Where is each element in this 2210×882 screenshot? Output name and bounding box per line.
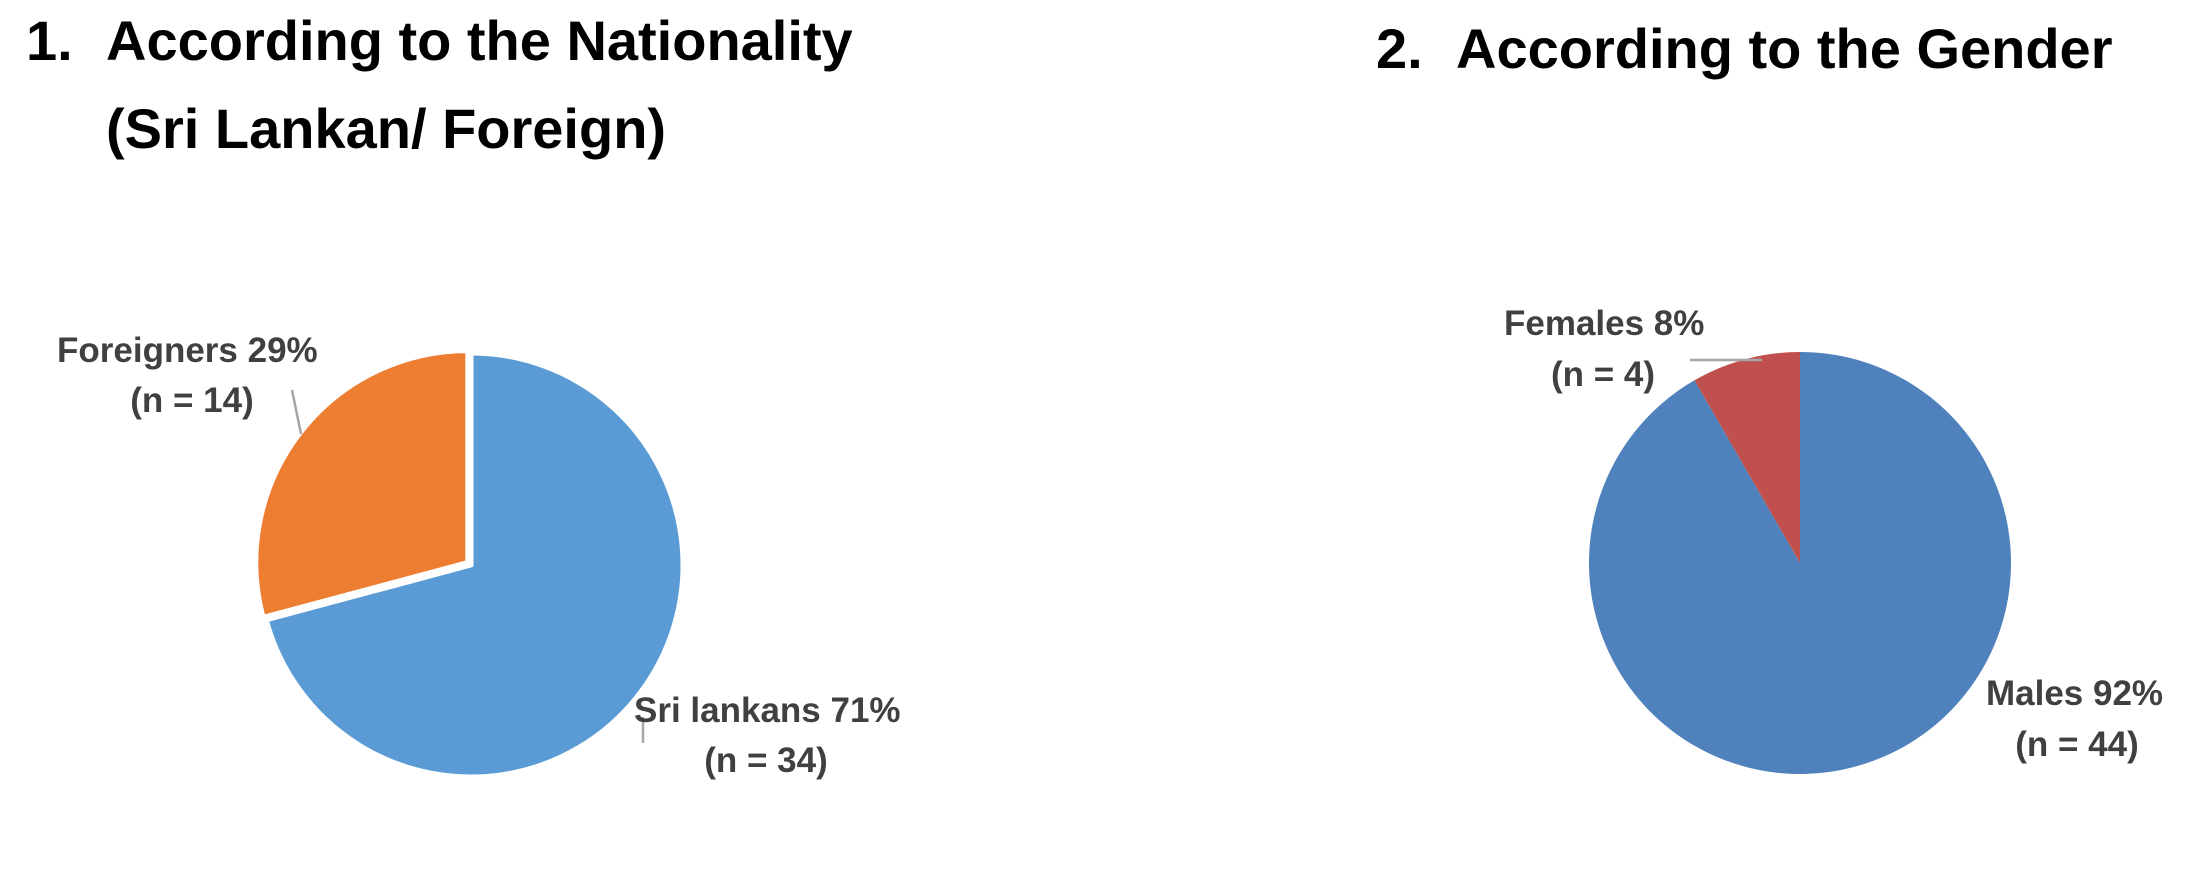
slice-n-females: (n = 4)	[1551, 355, 1655, 394]
slice-label-males: Males 92%	[1986, 674, 2163, 713]
pie-slice-sri-lankans	[263, 350, 686, 780]
slice-label-foreigners: Foreigners 29%	[57, 331, 318, 370]
slice-label-females: Females 8%	[1504, 304, 1704, 343]
heading-gender-number: 2.	[1376, 17, 1423, 80]
heading-nationality-subtext: (Sri Lankan/ Foreign)	[106, 97, 667, 160]
slice-n-foreigners: (n = 14)	[130, 381, 254, 420]
heading-nationality: 1. According to the Nationality (Sri Lank…	[26, 0, 853, 173]
heading-gender: 2. According to the Gender	[1376, 5, 2113, 93]
slice-label-sri-lankans: Sri lankans 71%	[634, 691, 901, 730]
heading-gender-line1: 2. According to the Gender	[1376, 5, 2113, 93]
heading-nationality-line2: (Sri Lankan/ Foreign)	[26, 85, 853, 173]
heading-gender-text: According to the Gender	[1456, 17, 2113, 80]
leader-line-foreigners	[290, 389, 303, 435]
pie-slice-females	[1694, 352, 1800, 563]
heading-nationality-text: According to the Nationality	[106, 9, 853, 72]
heading-nationality-line1: 1. According to the Nationality	[26, 0, 853, 85]
slice-n-sri-lankans: (n = 34)	[704, 741, 828, 780]
slice-n-males: (n = 44)	[2015, 725, 2139, 764]
pie-chart-gender: Females 8% (n = 4) Males 92% (n = 44)	[1504, 304, 2163, 774]
pie-chart-nationality: Foreigners 29% (n = 14) Sri lankans 71% …	[57, 331, 901, 780]
heading-nationality-number: 1.	[26, 9, 73, 72]
